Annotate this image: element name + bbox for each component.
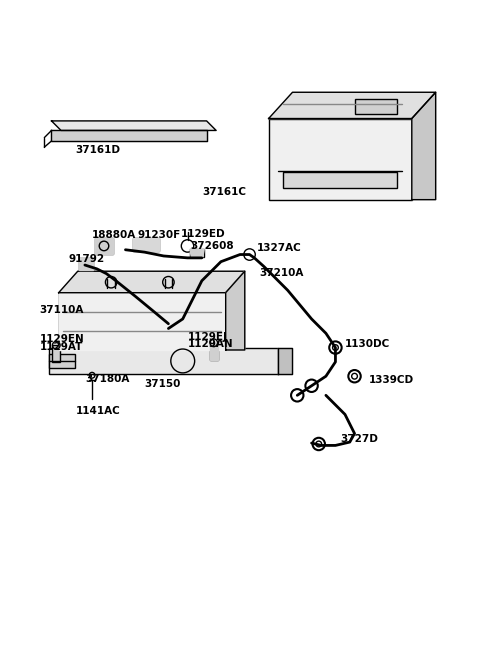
Polygon shape <box>210 343 217 359</box>
Polygon shape <box>59 271 245 293</box>
Text: 1327AC: 1327AC <box>257 243 301 254</box>
Text: 91230F: 91230F <box>137 231 180 240</box>
Polygon shape <box>49 348 278 374</box>
FancyBboxPatch shape <box>52 345 60 362</box>
Polygon shape <box>108 279 115 288</box>
Text: 91792: 91792 <box>68 254 104 264</box>
Text: 1339CD: 1339CD <box>369 374 414 384</box>
Polygon shape <box>269 118 412 200</box>
Text: 1130DC: 1130DC <box>345 339 390 349</box>
Text: 37110A: 37110A <box>39 306 84 315</box>
FancyBboxPatch shape <box>49 354 75 368</box>
Text: 37161C: 37161C <box>202 187 246 198</box>
Text: 1129EJ: 1129EJ <box>188 332 228 342</box>
FancyBboxPatch shape <box>283 172 397 188</box>
Polygon shape <box>59 293 226 350</box>
Text: 37180A: 37180A <box>85 374 129 384</box>
Polygon shape <box>51 131 206 141</box>
Text: 37150: 37150 <box>144 379 181 390</box>
Polygon shape <box>51 121 216 131</box>
Polygon shape <box>165 279 172 288</box>
Text: 372608: 372608 <box>190 241 233 252</box>
Text: 1129ED: 1129ED <box>180 229 225 240</box>
Polygon shape <box>79 258 94 270</box>
Polygon shape <box>190 249 204 257</box>
Text: 37210A: 37210A <box>259 267 303 278</box>
Polygon shape <box>96 238 113 254</box>
Text: 1129EN: 1129EN <box>39 334 84 344</box>
Polygon shape <box>269 92 436 118</box>
FancyBboxPatch shape <box>355 99 397 114</box>
Polygon shape <box>412 92 436 200</box>
Text: 37161D: 37161D <box>75 145 120 154</box>
Text: 3727D: 3727D <box>340 434 378 444</box>
Text: 1129AT: 1129AT <box>39 342 83 351</box>
Text: 1141AC: 1141AC <box>75 406 120 416</box>
Polygon shape <box>278 348 292 374</box>
Polygon shape <box>132 238 159 251</box>
Polygon shape <box>226 271 245 350</box>
Text: 1129AN: 1129AN <box>188 339 233 350</box>
Text: 18880A: 18880A <box>92 231 136 240</box>
